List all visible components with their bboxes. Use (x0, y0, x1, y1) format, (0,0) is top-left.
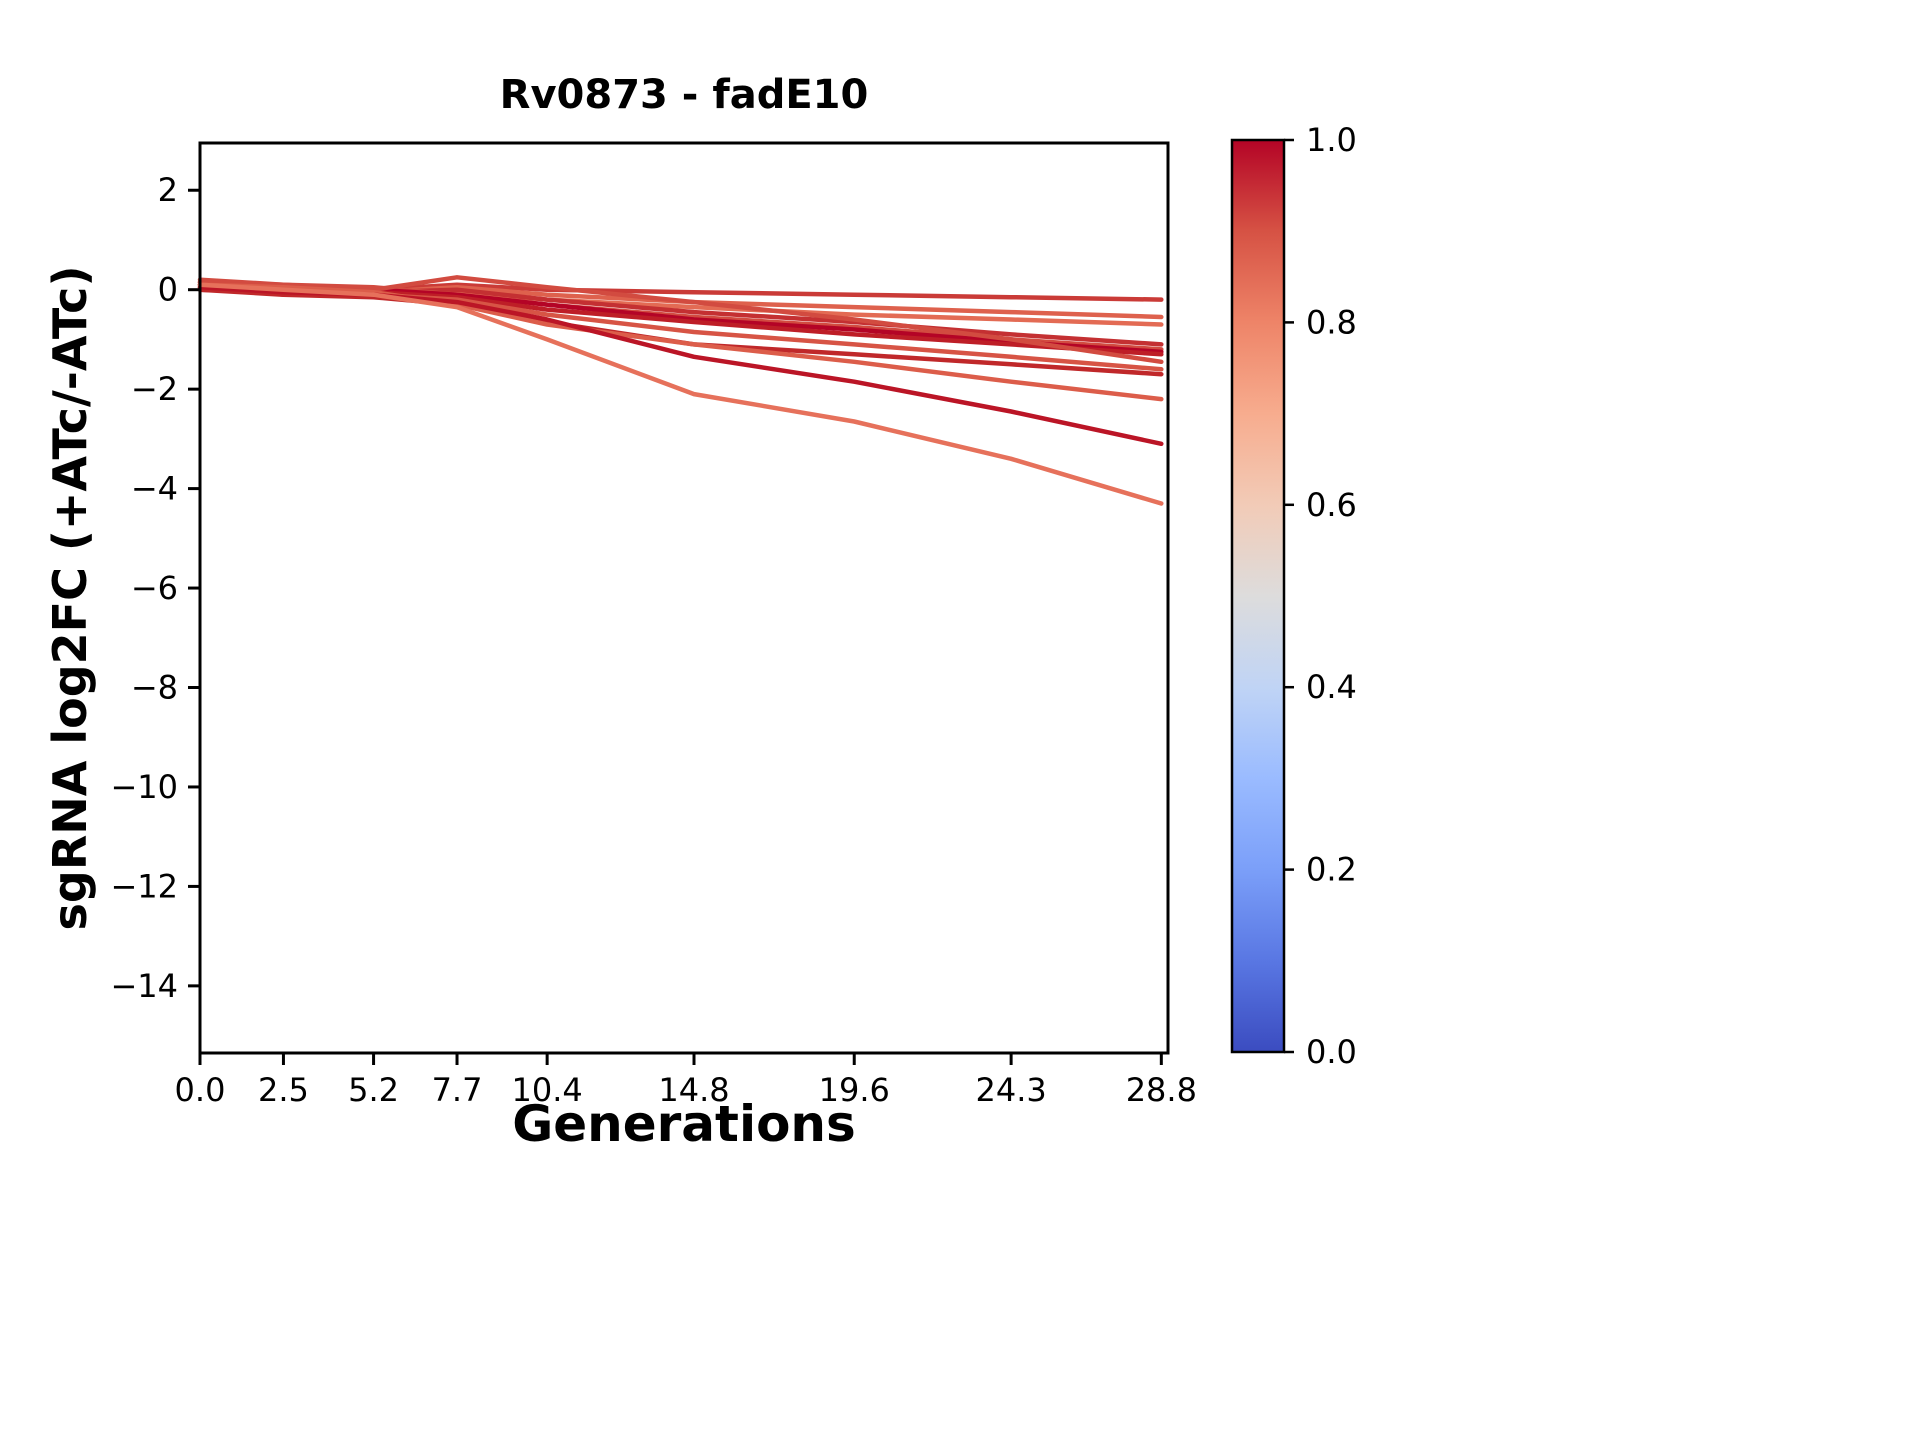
y-tick-label: 2 (158, 171, 178, 209)
x-tick-label: 14.8 (658, 1071, 729, 1109)
y-tick-label: −12 (110, 867, 178, 905)
series-line-sgRNA-11 (197, 282, 1164, 402)
plot-background (200, 143, 1168, 1053)
y-tick-label: −8 (131, 669, 178, 707)
y-tick-label: −10 (110, 768, 178, 806)
series-line-sgRNA-13 (197, 282, 1164, 506)
y-tick-label: −6 (131, 569, 178, 607)
x-tick-label: 0.0 (175, 1071, 226, 1109)
colorbar-tick-label: 0.8 (1306, 303, 1357, 341)
x-tick-label: 5.2 (348, 1071, 399, 1109)
x-tick-label: 10.4 (512, 1071, 583, 1109)
y-tick-label: 0 (158, 271, 178, 309)
axes-spines (198, 141, 1170, 1055)
x-tick-label: 19.6 (819, 1071, 890, 1109)
series-line-sgRNA-08 (197, 275, 1164, 365)
chart-title: Rv0873 - fadE10 (499, 72, 869, 118)
y-tick-label: −2 (131, 370, 178, 408)
series-line-sgRNA-10 (197, 287, 1164, 377)
colorbar-tick-label: 0.4 (1306, 668, 1357, 706)
x-tick-label: 28.8 (1126, 1071, 1197, 1109)
y-tick-label: −4 (131, 470, 178, 508)
colorbar-outline (1230, 138, 1286, 1054)
colorbar (1232, 140, 1284, 1052)
x-axis-label: Generations (512, 1095, 856, 1153)
colorbar-tick-label: 0.0 (1306, 1033, 1357, 1071)
x-tick-label: 7.7 (432, 1071, 483, 1109)
x-tick-label: 24.3 (975, 1071, 1046, 1109)
x-tick-label: 2.5 (258, 1071, 309, 1109)
colorbar-tick-label: 1.0 (1306, 121, 1357, 159)
colorbar-tick-label: 0.2 (1306, 851, 1357, 889)
y-axis-label: sgRNA log2FC (+ATc/-ATc) (43, 265, 97, 931)
colorbar-tick-label: 0.6 (1306, 486, 1357, 524)
y-tick-label: −14 (110, 967, 178, 1005)
